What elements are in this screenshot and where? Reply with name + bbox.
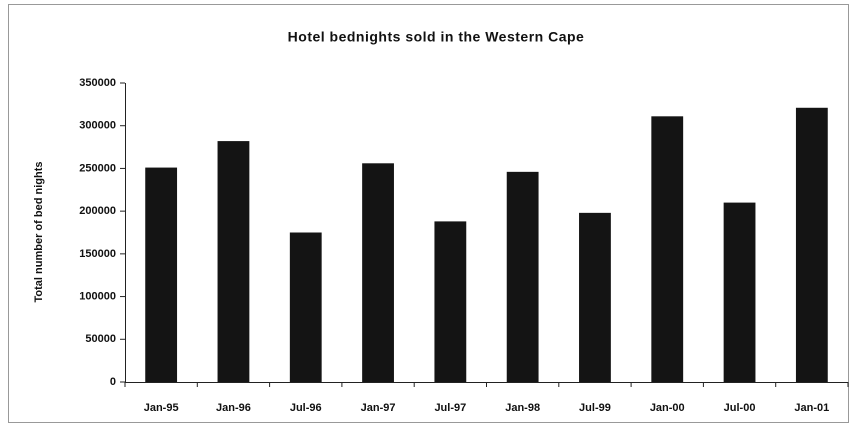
y-tick-label: 150000 <box>79 248 116 260</box>
y-axis-label: Total number of bed nights <box>33 162 45 303</box>
bar <box>579 212 611 382</box>
y-tick-label: 350000 <box>79 77 116 89</box>
bar <box>651 116 684 383</box>
y-tick-label: 300000 <box>79 120 116 132</box>
chart-title: Hotel bednights sold in the Western Cape <box>288 29 585 45</box>
x-tick-label: Jul-96 <box>290 402 322 414</box>
x-tick-label: Jan-95 <box>144 402 179 414</box>
bar <box>723 202 756 382</box>
y-tick-label: 0 <box>110 376 116 388</box>
chart-frame <box>8 4 849 423</box>
y-tick-label: 250000 <box>79 162 116 174</box>
x-tick-label: Jul-99 <box>579 402 611 414</box>
x-tick-label: Jan-00 <box>650 402 685 414</box>
x-tick-label: Jan-98 <box>505 402 540 414</box>
x-tick-label: Jan-97 <box>361 402 396 414</box>
bar <box>795 107 828 382</box>
bar <box>289 232 322 382</box>
x-tick-label: Jul-00 <box>724 402 756 414</box>
x-tick-label: Jan-01 <box>794 402 829 414</box>
bar <box>506 171 539 382</box>
bar <box>217 141 250 382</box>
y-tick-label: 200000 <box>79 205 116 217</box>
bar <box>362 163 394 382</box>
x-tick-label: Jul-97 <box>434 402 466 414</box>
bar <box>434 221 467 382</box>
y-tick-label: 100000 <box>79 290 116 302</box>
y-tick-label: 50000 <box>85 333 116 345</box>
bar <box>145 167 178 382</box>
x-tick-label: Jan-96 <box>216 402 251 414</box>
